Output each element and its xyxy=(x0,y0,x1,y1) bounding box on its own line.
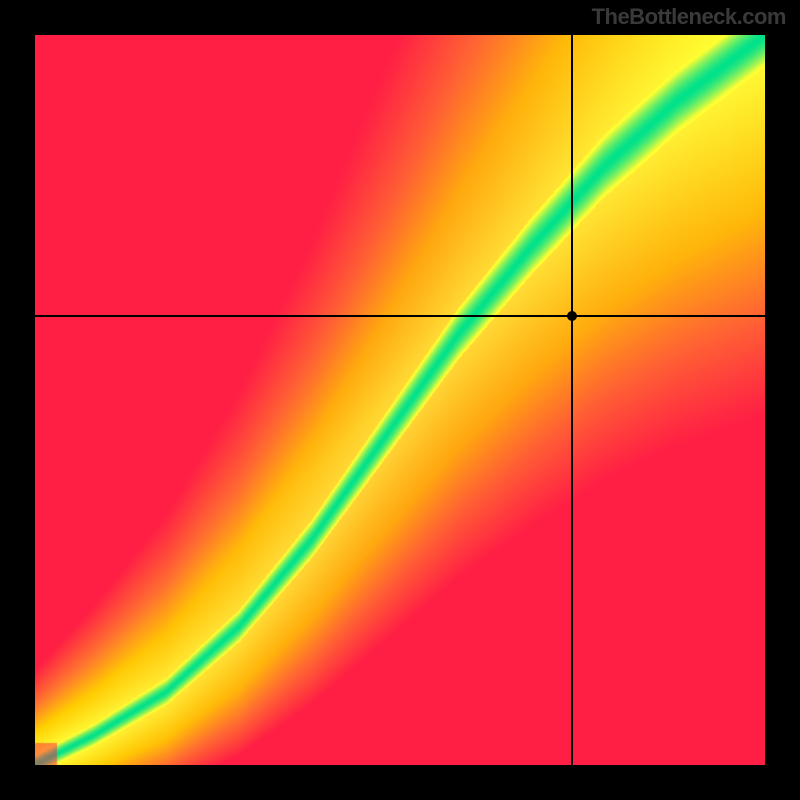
crosshair-vertical xyxy=(571,35,573,765)
crosshair-point xyxy=(567,311,577,321)
heatmap-canvas xyxy=(35,35,765,765)
plot-area xyxy=(35,35,765,765)
crosshair-horizontal xyxy=(35,315,765,317)
watermark-text: TheBottleneck.com xyxy=(592,4,786,30)
